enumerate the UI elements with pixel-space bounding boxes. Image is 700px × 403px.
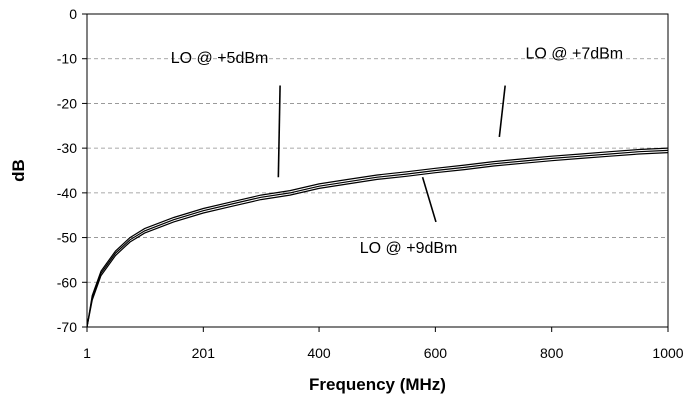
x-tick-label: 400 (307, 345, 331, 361)
annotation-pointer (421, 176, 437, 223)
annotations: LO @ +5dBm LO @ +7dBm LO @ +9dBm (171, 46, 623, 258)
annotation-pointer (498, 85, 506, 138)
annotation-label: LO @ +9dBm (360, 240, 458, 257)
x-axis-ticks: 1 201 400 600 800 1000 (83, 327, 684, 361)
annotation-label: LO @ +5dBm (171, 50, 269, 67)
series-line-1 (86, 147, 669, 328)
x-tick-label: 1 (83, 345, 91, 361)
y-tick-label: -60 (57, 274, 77, 290)
x-tick-label: 1000 (652, 345, 683, 361)
annotation-pointer (277, 85, 281, 178)
y-tick-label: 0 (69, 6, 77, 22)
y-axis-title: dB (9, 159, 28, 182)
y-tick-label: -70 (57, 319, 77, 335)
x-tick-label: 600 (424, 345, 448, 361)
y-tick-label: -40 (57, 185, 77, 201)
series-line-3 (86, 152, 669, 328)
x-tick-label: 201 (192, 345, 216, 361)
plot-frame (86, 13, 669, 328)
annotation-label: LO @ +7dBm (526, 46, 624, 63)
y-tick-label: -20 (57, 95, 77, 111)
series-line-2 (86, 149, 669, 328)
y-tick-label: -10 (57, 51, 77, 67)
y-axis-ticks: 0 -10 -20 -30 -40 -50 -60 -70 (57, 6, 87, 335)
series-lines (86, 147, 669, 328)
x-axis-title: Frequency (MHz) (309, 375, 446, 394)
y-tick-label: -50 (57, 230, 77, 246)
gridlines (87, 58, 668, 283)
y-tick-label: -30 (57, 140, 77, 156)
x-tick-label: 800 (540, 345, 564, 361)
